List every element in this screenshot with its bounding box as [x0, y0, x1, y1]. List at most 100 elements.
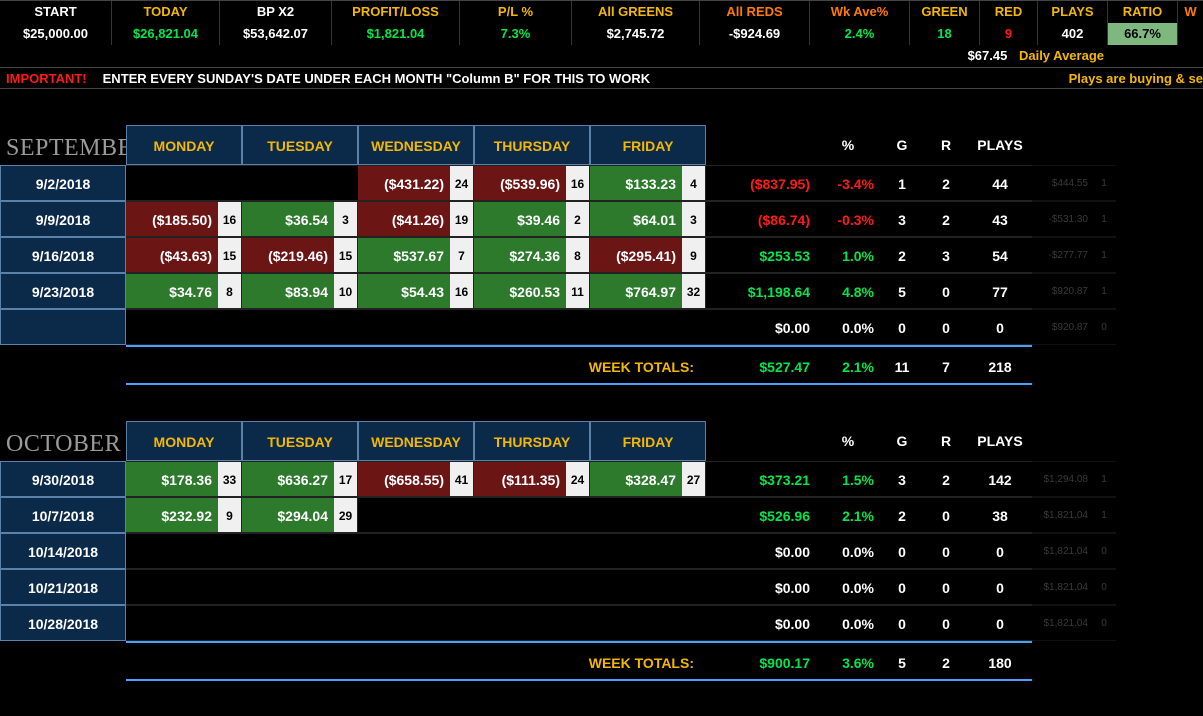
day-cell-empty[interactable] [358, 605, 450, 641]
day-pl-value[interactable]: ($219.46) [242, 237, 334, 273]
day-cell-empty[interactable] [590, 309, 682, 345]
day-cell-empty[interactable] [474, 533, 566, 569]
day-play-count[interactable]: 3 [334, 201, 358, 237]
day-pl-value[interactable]: $274.36 [474, 237, 566, 273]
day-cell-empty[interactable] [590, 605, 682, 641]
week-date[interactable]: 9/9/2018 [0, 201, 126, 237]
day-count-empty[interactable] [334, 165, 358, 201]
day-pl-value[interactable]: $39.46 [474, 201, 566, 237]
day-count-empty[interactable] [682, 569, 706, 605]
day-pl-value[interactable]: ($41.26) [358, 201, 450, 237]
day-count-empty[interactable] [566, 309, 590, 345]
week-date[interactable]: 9/16/2018 [0, 237, 126, 273]
day-cell-empty[interactable] [358, 309, 450, 345]
day-play-count[interactable]: 10 [334, 273, 358, 309]
day-pl-value[interactable]: $64.01 [590, 201, 682, 237]
day-cell-empty[interactable] [590, 497, 682, 533]
day-cell-empty[interactable] [242, 605, 334, 641]
day-play-count[interactable]: 4 [682, 165, 706, 201]
day-cell-empty[interactable] [358, 497, 450, 533]
day-pl-value[interactable]: ($431.22) [358, 165, 450, 201]
day-play-count[interactable]: 11 [566, 273, 590, 309]
day-count-empty[interactable] [682, 605, 706, 641]
week-date[interactable]: 10/21/2018 [0, 569, 126, 605]
day-count-empty[interactable] [218, 533, 242, 569]
day-count-empty[interactable] [218, 309, 242, 345]
day-cell-empty[interactable] [474, 605, 566, 641]
week-date[interactable]: 10/7/2018 [0, 497, 126, 533]
day-play-count[interactable]: 41 [450, 461, 474, 497]
day-pl-value[interactable]: $54.43 [358, 273, 450, 309]
day-play-count[interactable]: 9 [218, 497, 242, 533]
day-pl-value[interactable]: $133.23 [590, 165, 682, 201]
day-play-count[interactable]: 16 [218, 201, 242, 237]
day-cell-empty[interactable] [474, 569, 566, 605]
day-play-count[interactable]: 9 [682, 237, 706, 273]
day-pl-value[interactable]: $178.36 [126, 461, 218, 497]
day-play-count[interactable]: 7 [450, 237, 474, 273]
day-count-empty[interactable] [566, 569, 590, 605]
day-play-count[interactable]: 24 [450, 165, 474, 201]
day-pl-value[interactable]: ($185.50) [126, 201, 218, 237]
day-cell-empty[interactable] [590, 569, 682, 605]
day-pl-value[interactable]: ($295.41) [590, 237, 682, 273]
day-pl-value[interactable]: ($658.55) [358, 461, 450, 497]
day-play-count[interactable]: 15 [218, 237, 242, 273]
day-pl-value[interactable]: $636.27 [242, 461, 334, 497]
day-count-empty[interactable] [334, 309, 358, 345]
day-count-empty[interactable] [218, 569, 242, 605]
day-pl-value[interactable]: $764.97 [590, 273, 682, 309]
day-pl-value[interactable]: ($539.96) [474, 165, 566, 201]
day-pl-value[interactable]: $83.94 [242, 273, 334, 309]
week-date[interactable]: 9/2/2018 [0, 165, 126, 201]
day-cell-empty[interactable] [242, 533, 334, 569]
day-play-count[interactable]: 3 [682, 201, 706, 237]
week-date[interactable]: 10/28/2018 [0, 605, 126, 641]
day-count-empty[interactable] [450, 605, 474, 641]
day-cell-empty[interactable] [126, 165, 218, 201]
day-count-empty[interactable] [682, 309, 706, 345]
day-count-empty[interactable] [450, 533, 474, 569]
day-pl-value[interactable]: $537.67 [358, 237, 450, 273]
day-play-count[interactable]: 29 [334, 497, 358, 533]
day-play-count[interactable]: 8 [218, 273, 242, 309]
day-cell-empty[interactable] [358, 569, 450, 605]
day-play-count[interactable]: 15 [334, 237, 358, 273]
day-cell-empty[interactable] [474, 309, 566, 345]
day-count-empty[interactable] [334, 533, 358, 569]
day-count-empty[interactable] [334, 569, 358, 605]
day-count-empty[interactable] [682, 533, 706, 569]
day-count-empty[interactable] [450, 497, 474, 533]
day-count-empty[interactable] [566, 605, 590, 641]
day-cell-empty[interactable] [358, 533, 450, 569]
day-pl-value[interactable]: $260.53 [474, 273, 566, 309]
day-pl-value[interactable]: $232.92 [126, 497, 218, 533]
day-pl-value[interactable]: $294.04 [242, 497, 334, 533]
week-date[interactable]: 10/14/2018 [0, 533, 126, 569]
day-play-count[interactable]: 8 [566, 237, 590, 273]
day-cell-empty[interactable] [126, 533, 218, 569]
day-count-empty[interactable] [566, 533, 590, 569]
day-play-count[interactable]: 24 [566, 461, 590, 497]
day-play-count[interactable]: 16 [566, 165, 590, 201]
day-cell-empty[interactable] [242, 309, 334, 345]
day-play-count[interactable]: 32 [682, 273, 706, 309]
day-cell-empty[interactable] [242, 569, 334, 605]
day-pl-value[interactable]: ($111.35) [474, 461, 566, 497]
day-pl-value[interactable]: $36.54 [242, 201, 334, 237]
day-pl-value[interactable]: $328.47 [590, 461, 682, 497]
day-count-empty[interactable] [566, 497, 590, 533]
day-cell-empty[interactable] [242, 165, 334, 201]
week-date[interactable] [0, 309, 126, 345]
day-play-count[interactable]: 2 [566, 201, 590, 237]
day-pl-value[interactable]: $34.76 [126, 273, 218, 309]
day-count-empty[interactable] [218, 165, 242, 201]
week-date[interactable]: 9/30/2018 [0, 461, 126, 497]
day-count-empty[interactable] [682, 497, 706, 533]
day-play-count[interactable]: 16 [450, 273, 474, 309]
day-count-empty[interactable] [450, 569, 474, 605]
day-count-empty[interactable] [218, 605, 242, 641]
day-count-empty[interactable] [450, 309, 474, 345]
week-date[interactable]: 9/23/2018 [0, 273, 126, 309]
day-play-count[interactable]: 33 [218, 461, 242, 497]
